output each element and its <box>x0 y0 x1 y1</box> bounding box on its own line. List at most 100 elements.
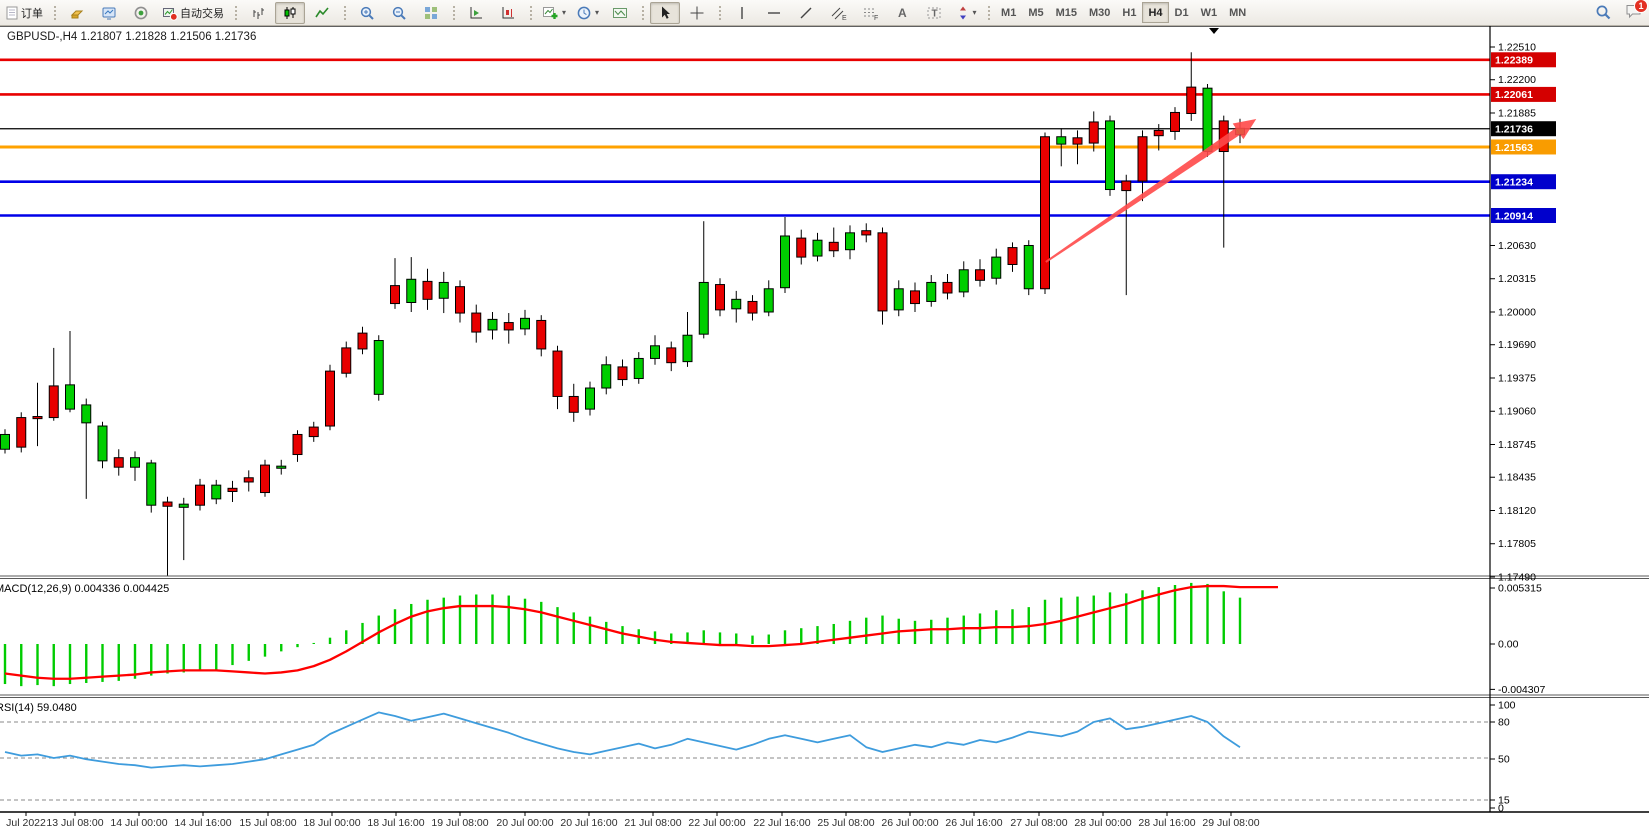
zoom-out-button[interactable] <box>384 2 414 24</box>
candle <box>910 290 920 305</box>
timeframe-group: M1 M5 M15 M30 H1 H4 D1 W1 MN <box>995 2 1252 23</box>
candle <box>715 284 725 311</box>
timeframe-m30[interactable]: M30 <box>1089 6 1111 19</box>
toolbar-grip[interactable] <box>986 3 992 22</box>
toolbar-grip[interactable] <box>52 3 57 22</box>
svg-text:26 Jul 00:00: 26 Jul 00:00 <box>881 817 938 829</box>
toolbar-grip[interactable] <box>342 3 347 22</box>
svg-text:0: 0 <box>1498 803 1504 815</box>
cursor-tool-button[interactable] <box>650 1 681 24</box>
text-label-tool[interactable]: T <box>919 2 949 24</box>
autotrading-icon <box>163 7 178 21</box>
chart-profile-step-button[interactable] <box>493 2 523 24</box>
timeframe-m5[interactable]: M5 <box>1028 6 1044 19</box>
chart-window-button[interactable] <box>94 2 124 24</box>
svg-text:T: T <box>932 8 938 19</box>
equidistant-channel-tool[interactable]: E <box>823 2 853 24</box>
autotrading-button[interactable]: 自动交易 <box>158 2 228 24</box>
svg-text:19 Jul 08:00: 19 Jul 08:00 <box>431 817 488 829</box>
candle <box>1105 120 1115 191</box>
candle <box>796 237 807 258</box>
svg-text:1.21563: 1.21563 <box>1495 142 1533 154</box>
arrows-tool[interactable]: ▾ <box>951 2 981 24</box>
crosshair-tool-button[interactable] <box>682 2 712 24</box>
chart-profile-next-button[interactable] <box>461 2 491 24</box>
text-icon: A <box>898 6 907 20</box>
timeframe-m1[interactable]: M1 <box>1001 6 1017 19</box>
svg-text:50: 50 <box>1498 754 1510 766</box>
new-order-button[interactable]: 订单 <box>1 2 47 24</box>
svg-text:1.22389: 1.22389 <box>1495 55 1533 67</box>
svg-text:26 Jul 16:00: 26 Jul 16:00 <box>945 817 1002 829</box>
price-axis[interactable]: 1.22510 1.22200 1.21885 1.20630 1.20315 1.200… <box>1490 42 1556 815</box>
rsi-pane[interactable]: RSI(14) 59.0480 <box>0 702 1490 801</box>
timeframe-clock-button[interactable]: ▾ <box>572 2 603 24</box>
horizontal-line-tool[interactable] <box>759 2 789 24</box>
notification-badge: 1 <box>1634 0 1648 13</box>
toolbar-grip[interactable] <box>233 3 238 22</box>
price-tag-1.22389: 1.22389 <box>1491 52 1556 68</box>
candle <box>942 281 953 294</box>
candle <box>406 278 417 303</box>
timeframe-mn[interactable]: MN <box>1229 6 1247 19</box>
chart-shift-marker[interactable] <box>1209 28 1219 34</box>
add-indicator-button[interactable]: ▾ <box>538 2 570 24</box>
line-chart-icon <box>315 6 329 17</box>
svg-text:80: 80 <box>1498 717 1510 729</box>
timeframe-w1[interactable]: W1 <box>1200 6 1218 19</box>
candle <box>763 288 774 313</box>
bar-chart-icon <box>253 7 264 19</box>
toolbar-grip[interactable] <box>640 3 646 22</box>
svg-text:-0.004307: -0.004307 <box>1498 684 1545 696</box>
timeframe-h4[interactable]: H4 <box>1142 2 1169 23</box>
toolbar-grip[interactable] <box>528 3 533 22</box>
bar-chart-button[interactable] <box>243 2 273 24</box>
chart-template-button[interactable] <box>605 2 635 24</box>
candle <box>1137 136 1148 182</box>
candle <box>487 318 498 331</box>
add-indicator-icon <box>543 6 558 19</box>
timeframe-m15[interactable]: M15 <box>1055 6 1077 19</box>
price-pane[interactable]: GBPUSD-,H4 1.21807 1.21828 1.21506 1.217… <box>0 28 1490 576</box>
toolbar-grip[interactable] <box>451 3 456 22</box>
candlestick-chart-icon <box>284 6 296 19</box>
vertical-line-tool[interactable] <box>727 2 757 24</box>
search-button[interactable] <box>1588 2 1618 24</box>
svg-text:GBPUSD-,H4 1.21807 1.21828 1.2: GBPUSD-,H4 1.21807 1.21828 1.21506 1.217… <box>7 31 256 43</box>
chat-button[interactable]: 1 <box>1625 0 1648 22</box>
candle <box>877 232 888 312</box>
candle <box>162 501 173 507</box>
text-tool[interactable]: A <box>887 2 917 24</box>
candle <box>32 416 43 420</box>
svg-text:20 Jul 00:00: 20 Jul 00:00 <box>496 817 553 829</box>
horizontal-line-icon <box>768 11 781 14</box>
svg-text:18 Jul 16:00: 18 Jul 16:00 <box>367 817 424 829</box>
macd-pane[interactable]: MACD(12,26,9) 0.004336 0.004425 <box>0 582 1278 687</box>
svg-text:21 Jul 08:00: 21 Jul 08:00 <box>624 817 681 829</box>
fibonacci-tool[interactable]: F <box>855 2 885 24</box>
broadcast-icon <box>134 6 148 19</box>
trend-arrow[interactable] <box>1045 119 1257 263</box>
candle <box>438 281 449 299</box>
line-chart-button[interactable] <box>307 2 337 24</box>
svg-text:1.18745: 1.18745 <box>1498 439 1536 451</box>
trendline-tool[interactable] <box>791 2 821 24</box>
zoom-in-button[interactable] <box>352 2 382 24</box>
candle <box>227 487 238 492</box>
price-tag-1.21736: 1.21736 <box>1491 121 1556 137</box>
candle <box>1170 111 1180 132</box>
candle <box>1153 129 1164 137</box>
tile-windows-button[interactable] <box>416 2 446 24</box>
svg-text:1.22061: 1.22061 <box>1495 89 1533 101</box>
broadcast-button[interactable] <box>126 2 156 24</box>
timeframe-h1[interactable]: H1 <box>1122 6 1137 19</box>
candle <box>195 484 205 506</box>
deposit-button[interactable] <box>62 2 92 24</box>
toolbar-grip[interactable] <box>717 3 723 22</box>
trendline-icon <box>800 7 812 18</box>
svg-text:22 Jul 00:00: 22 Jul 00:00 <box>688 817 745 829</box>
time-axis[interactable]: Jul 2022 13 Jul 08:00 14 Jul 00:00 14 Jul 1… <box>6 812 1260 829</box>
timeframe-d1[interactable]: D1 <box>1174 6 1189 19</box>
candlestick-chart-button[interactable] <box>275 1 305 24</box>
